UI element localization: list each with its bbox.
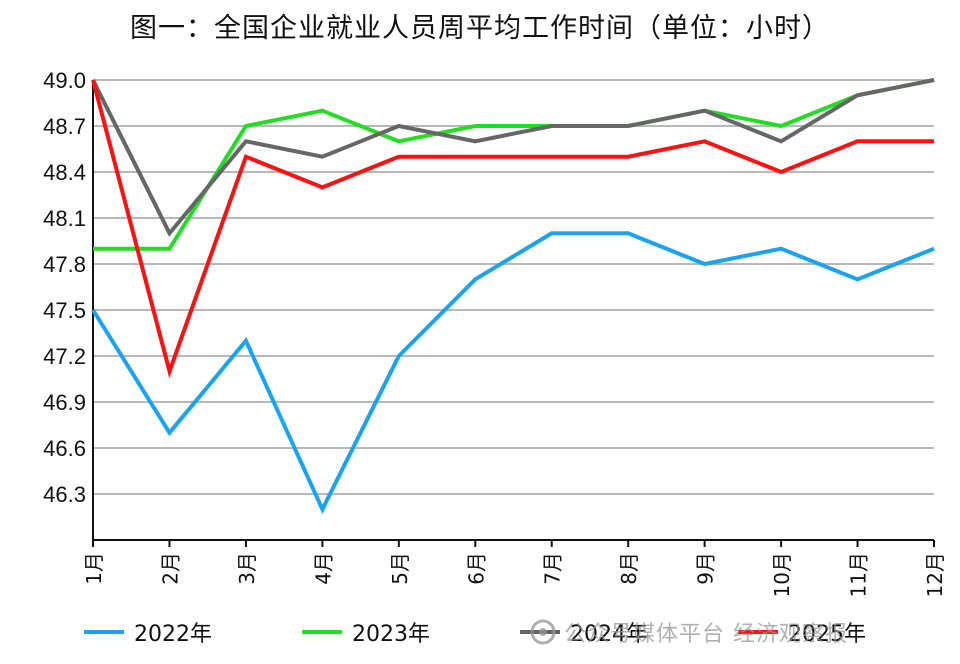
x-tick-label: 12月	[923, 552, 947, 597]
series-line-2025年	[91, 79, 934, 379]
y-tick-label: 49.0	[43, 68, 86, 93]
x-tick-label: 7月	[541, 552, 565, 585]
x-tick-label: 9月	[694, 552, 718, 585]
x-tick-label: 11月	[847, 552, 871, 597]
legend-item-2022[interactable]: 2022年	[84, 612, 212, 652]
legend-label-2022: 2022年	[134, 622, 212, 647]
legend-label-2025: 2025年	[788, 622, 866, 647]
y-tick-label: 48.1	[43, 206, 86, 231]
y-tick-label: 47.8	[43, 252, 86, 277]
series-line-2024年	[91, 78, 935, 237]
y-tick-label: 46.6	[43, 436, 86, 461]
legend: 2022年 2023年 2024年 2025年	[0, 612, 960, 656]
y-tick-label: 48.7	[43, 114, 86, 139]
y-tick-labels: 49.0 48.7 48.4 48.1 47.8 47.5 47.2 46.9 46.6 46.3	[43, 68, 86, 507]
series-line-2022年	[91, 231, 935, 514]
x-tick-label: 3月	[235, 552, 259, 585]
series-lines	[91, 78, 935, 514]
watermark: 公众号媒体平台 经济观察报	[530, 612, 848, 652]
series-line-2023年	[93, 78, 935, 251]
y-tick-label: 47.5	[43, 298, 86, 323]
legend-label-2024: 2024年	[570, 622, 648, 647]
legend-swatch-2025	[738, 630, 778, 634]
y-tick-label: 47.2	[43, 344, 86, 369]
y-tick-label: 46.9	[43, 390, 86, 415]
x-tick-label: 5月	[388, 552, 412, 585]
legend-label-2023: 2023年	[352, 622, 430, 647]
chart-title: 图一：全国企业就业人员周平均工作时间（单位：小时）	[130, 13, 830, 44]
legend-item-2024[interactable]: 2024年	[520, 612, 648, 652]
legend-swatch-2022	[84, 630, 124, 634]
x-tick-label: 8月	[617, 552, 641, 585]
x-tick-label: 1月	[82, 552, 106, 585]
watermark-text: 公众号媒体平台 经济观察报	[564, 622, 848, 647]
grid-lines	[93, 79, 934, 495]
legend-item-2025[interactable]: 2025年	[738, 612, 866, 652]
legend-swatch-2023	[302, 630, 342, 634]
legend-item-2023[interactable]: 2023年	[302, 612, 430, 652]
y-tick-label: 48.4	[43, 160, 86, 185]
logo-icon	[530, 619, 556, 645]
x-tick-label: 6月	[464, 552, 488, 585]
x-tick-label: 10月	[770, 552, 794, 597]
x-tick-labels: 1月 2月 3月 4月 5月 6月 7月 8月 9月 10月 11月 12月	[82, 552, 947, 597]
axes	[92, 80, 935, 547]
x-tick-label: 4月	[311, 552, 335, 585]
y-tick-label: 46.3	[43, 482, 86, 507]
x-tick-label: 2月	[158, 552, 182, 585]
